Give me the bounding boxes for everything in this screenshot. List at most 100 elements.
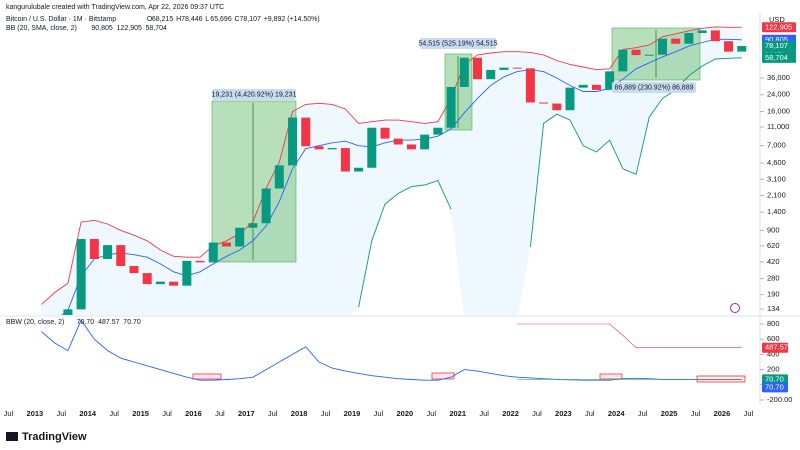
y-tick-label: 2,100 — [767, 190, 786, 199]
bbw-value: 70.70 — [123, 319, 141, 326]
candle — [499, 67, 509, 70]
symbol: Bitcoin / U.S. Dollar · 1M · Bitstamp — [6, 16, 116, 23]
x-tick-label: 2022 — [502, 409, 519, 418]
candle — [473, 57, 483, 80]
bbw-title: BBW (20, close, 2) — [6, 319, 64, 326]
x-tick-label: Jul — [744, 409, 754, 418]
candle — [724, 41, 734, 52]
change: +9,892 (+14.50%) — [264, 16, 320, 23]
price-badge — [762, 22, 796, 33]
x-tick-label: Jul — [426, 409, 436, 418]
highlight-box — [696, 375, 746, 383]
x-tick-label: Jul — [479, 409, 489, 418]
x-tick-label: Jul — [162, 409, 172, 418]
x-tick-label: 2014 — [79, 409, 97, 418]
candle — [618, 49, 628, 72]
replay-icon — [730, 303, 740, 313]
measure-label: 86,889 (230.92%) 86,889 — [614, 84, 693, 91]
x-tick-label: Jul — [638, 409, 648, 418]
ohlc-value: 78,107 — [240, 16, 262, 23]
candle — [552, 103, 562, 111]
y-tick-label: 190 — [767, 290, 780, 299]
y2-tick-label: 400 — [767, 349, 780, 358]
x-tick-label: 2015 — [132, 409, 149, 418]
x-tick-label: 2021 — [449, 409, 466, 418]
candle — [380, 127, 390, 139]
x-tick-label: 2025 — [661, 409, 678, 418]
candle — [288, 117, 298, 166]
y-tick-label: 24,000 — [767, 90, 790, 99]
measure-label-bg — [612, 82, 696, 93]
candle — [314, 146, 324, 150]
bbw-badge-label: 70.70 — [765, 382, 784, 391]
ohlc-value: 68,215 — [152, 16, 174, 23]
x-tick-label: Jul — [57, 409, 67, 418]
indicator-value: 58,704 — [146, 25, 168, 32]
price-badge-label: 58,704 — [765, 53, 788, 62]
y-tick-label: 4,600 — [767, 158, 786, 167]
y-tick-label: 3,100 — [767, 174, 786, 183]
candle — [261, 188, 271, 224]
x-tick-label: Jul — [4, 409, 14, 418]
lower-plot — [41, 319, 746, 383]
candle — [697, 30, 707, 33]
candle — [578, 84, 588, 88]
highlight-box — [192, 373, 222, 380]
candle — [195, 260, 205, 263]
band-line — [41, 26, 742, 305]
x-tick-label: Jul — [268, 409, 278, 418]
ohlc-value: 65,696 — [210, 16, 232, 23]
measure-label: 19,231 (4,420.92%) 19,231 — [212, 91, 297, 98]
candle — [63, 309, 73, 315]
x-tick-label: 2023 — [555, 409, 572, 418]
ohlc-value: 78,446 — [181, 16, 203, 23]
candle — [406, 144, 416, 150]
candle — [142, 273, 152, 285]
y-tick-label: 16,000 — [767, 106, 790, 115]
x-tick-label: Jul — [532, 409, 542, 418]
candle — [539, 102, 549, 104]
x-tick-label: 2026 — [714, 409, 731, 418]
x-tick-label: Jul — [585, 409, 595, 418]
candle — [486, 69, 496, 80]
x-tick-label: Jul — [215, 409, 225, 418]
price-badge — [762, 52, 796, 63]
candle — [459, 57, 469, 87]
y2-tick-label: 800 — [767, 319, 780, 328]
bbw-badge-label: 70.70 — [765, 374, 784, 383]
x-tick-label: Jul — [691, 409, 701, 418]
measure-label-bg — [420, 38, 496, 49]
bbw-line — [517, 323, 742, 348]
bbw-badge — [762, 382, 788, 393]
candle — [129, 265, 139, 274]
measure-label: 54,515 (525.19%) 54,515 — [418, 40, 497, 47]
ohlc-key: O — [147, 16, 153, 23]
ohlc-key: L — [205, 16, 209, 23]
candle — [155, 281, 165, 285]
indicator-value: 90,805 — [91, 25, 113, 32]
x-tick-label: 2017 — [238, 409, 255, 418]
y2-tick-label: 200 — [767, 365, 780, 374]
x-tick-label: 2020 — [396, 409, 413, 418]
y-tick-label: 134 — [767, 304, 780, 313]
y-tick-label: 1,400 — [767, 207, 786, 216]
watermark: kangurulubale created with TradingView.c… — [6, 4, 224, 11]
y-tick-label: 900 — [767, 225, 780, 234]
currency: USD — [769, 15, 785, 24]
y-tick-label: 36,000 — [767, 73, 790, 82]
candle — [671, 38, 681, 44]
indicator: BB (20, SMA, close, 2) — [6, 25, 77, 32]
logo: TradingView — [6, 431, 87, 443]
candle — [169, 281, 179, 286]
bbw-value: 70.70 — [77, 319, 95, 326]
y-tick-label: 420 — [767, 257, 780, 266]
candle — [644, 54, 654, 56]
y2-tick-label: -200.00 — [767, 395, 792, 404]
bbw-badge — [762, 342, 788, 353]
bbw-line — [41, 319, 742, 381]
candle — [525, 68, 535, 103]
candle — [221, 242, 231, 247]
price-badge-label: 90,805 — [765, 35, 788, 44]
ohlc-key: C — [235, 16, 240, 23]
